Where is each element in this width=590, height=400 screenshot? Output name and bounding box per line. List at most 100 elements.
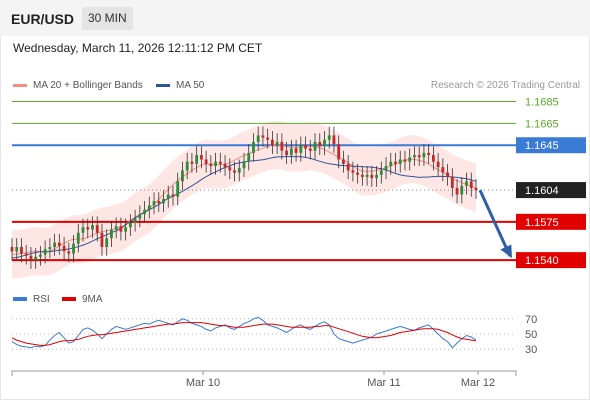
candle-body (427, 152, 431, 156)
rsi-tick-50: 50 (525, 329, 537, 341)
candle-body (72, 243, 75, 254)
candle-body (24, 253, 28, 256)
level-label-1.1604: 1.1604 (525, 185, 559, 197)
candle-body (455, 187, 459, 195)
candle-body (57, 242, 61, 246)
candle-body (275, 141, 279, 146)
candle-body (15, 246, 19, 252)
level-label-1.1645: 1.1645 (525, 140, 559, 152)
rsi-tick-30: 30 (525, 344, 537, 356)
candle-body (256, 135, 260, 142)
candle-body (195, 155, 199, 164)
candle-body (100, 232, 104, 247)
candle-body (446, 172, 449, 177)
candle-body (394, 161, 397, 164)
candle-body (214, 161, 217, 167)
candle-body (346, 163, 350, 171)
candle-body (228, 167, 232, 171)
candle-body (43, 249, 47, 255)
legend-ma50: MA 50 (156, 80, 204, 91)
candle-body (29, 255, 33, 261)
candle-body (105, 238, 109, 247)
candle-body (247, 152, 251, 162)
candle-body (450, 176, 454, 188)
candle-body (233, 170, 236, 173)
bollinger-band-fill (12, 120, 476, 279)
rsi-series-RSI (11, 316, 477, 349)
candle-body (403, 159, 407, 162)
copyright-text: Research © 2026 Trading Central (430, 80, 580, 91)
candle-body (398, 159, 402, 164)
candle-body (271, 139, 274, 146)
candle-body (408, 157, 412, 162)
candle-body (360, 174, 364, 177)
candle-body (431, 155, 435, 162)
candle-body (252, 141, 255, 153)
chart-datetime: Wednesday, March 11, 2026 12:11:12 PM CE… (13, 41, 263, 55)
candle-body (289, 148, 293, 156)
candle-body (119, 226, 123, 232)
candle-body (242, 161, 246, 169)
candle-body (417, 155, 421, 158)
ma9-legend-swatch (62, 297, 76, 301)
rsi-series-9MA (11, 322, 477, 346)
level-label-1.1665: 1.1665 (525, 118, 559, 130)
level-label-1.1575: 1.1575 (525, 217, 559, 229)
candle-body (185, 161, 189, 171)
candle-body (62, 245, 66, 252)
candle-body (308, 148, 312, 151)
x-tick-label: Mar 11 (367, 377, 400, 389)
candle-body (465, 181, 468, 186)
candle-body (209, 163, 213, 167)
candle-body (162, 198, 165, 204)
candle-body (67, 251, 71, 254)
candle-body (152, 201, 156, 206)
candle-body (91, 225, 94, 230)
candle-body (266, 137, 270, 140)
timeframe-badge[interactable]: 30 MIN (82, 7, 133, 30)
candle-body (223, 163, 227, 168)
candle-body (204, 159, 208, 164)
level-label-1.1540: 1.1540 (525, 255, 559, 267)
candle-body (34, 256, 38, 261)
projection-arrow-line (478, 189, 512, 257)
candle-body (143, 209, 146, 215)
candle-body (157, 201, 161, 204)
candle-body (294, 148, 298, 153)
projection-arrow-head (500, 244, 512, 259)
candle-body (365, 174, 369, 177)
candle-body (370, 174, 374, 179)
candle-body (441, 167, 445, 173)
candle-body (133, 218, 137, 223)
candle-body (342, 159, 345, 164)
level-tag-1.1645 (516, 137, 586, 154)
legend-ma20: MA 20 + Bollinger Bands (13, 80, 143, 91)
candle-body (20, 246, 23, 254)
candle-body (128, 222, 132, 228)
candle-body (76, 232, 80, 244)
legend-ma20-label: MA 20 + Bollinger Bands (33, 80, 143, 91)
candle-body (332, 135, 336, 145)
candle-body (124, 227, 128, 232)
candle-body (237, 168, 241, 173)
ma50-swatch (156, 84, 170, 87)
rsi-legend-label: RSI (33, 294, 50, 305)
level-tag-1.1604 (516, 182, 586, 199)
legend-ma50-label: MA 50 (176, 80, 205, 91)
chart-header: EUR/USD 30 MIN (0, 0, 590, 36)
candle-body (171, 194, 175, 197)
level-label-1.1685: 1.1685 (525, 96, 559, 108)
ma9-legend-label: 9MA (82, 294, 103, 305)
candle-body (81, 227, 85, 233)
candle-body (389, 161, 393, 167)
candle-body (375, 174, 378, 179)
candle-body (318, 141, 322, 147)
candle-body (218, 161, 222, 164)
candle-body (379, 170, 383, 175)
rsi-legend-swatch (13, 297, 27, 301)
candle-body (299, 145, 303, 153)
candle-body (110, 229, 113, 239)
candle-body (422, 152, 426, 158)
candle-body (199, 155, 203, 160)
